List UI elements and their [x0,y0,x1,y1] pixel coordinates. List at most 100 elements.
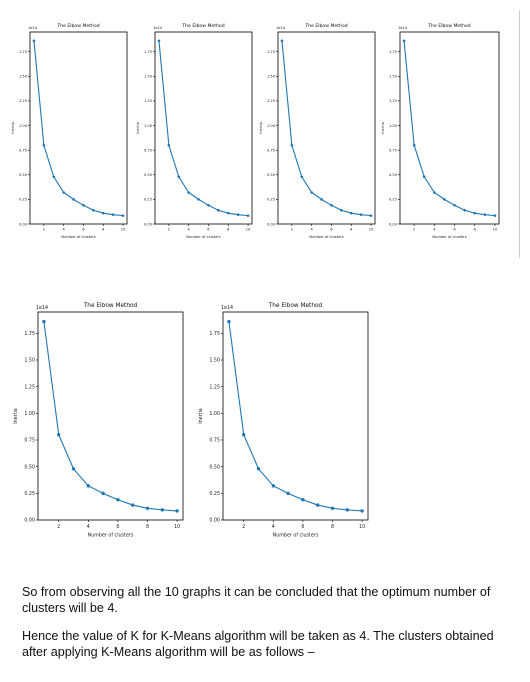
data-point [86,484,91,488]
x-tick-label: 2 [291,228,293,232]
chart-title: The Elbow Method [427,23,470,29]
y-tick-label: 1.00 [209,411,220,417]
y-tick-label: 0.75 [24,438,35,444]
y-tick-label: 1.00 [267,124,276,128]
data-point [246,214,250,217]
data-point [217,208,220,212]
elbow-chart-3: The Elbow Method 1e14 0.00 0.25 0.50 0.75 1.00… [258,12,380,252]
data-point [71,467,76,471]
x-axis-label: Number of clusters [88,533,134,539]
plot-frame [222,311,369,521]
series-line [33,40,124,217]
x-tick-label: 8 [227,228,230,232]
x-tick-label: 6 [207,228,210,232]
data-point [340,208,343,212]
chart-svg: The Elbow Method 1e14 0.00 0.25 0.50 0.75 1.00… [381,23,500,239]
y-tick-label: 0.00 [24,518,35,524]
data-point [32,39,36,43]
chart-svg: The Elbow Method 1e14 0.00 0.25 0.50 0.75 1.00… [198,303,369,539]
x-tick-label: 8 [350,228,353,232]
y-tick-label: 1.25 [144,99,152,103]
data-point [443,198,446,201]
y-tick-label: 0.25 [19,198,27,202]
data-point [290,143,294,147]
x-tick-label: 10 [359,524,365,530]
y-tick-label: 1.75 [24,331,35,337]
y-tick-label: 1.25 [267,99,275,103]
y-tick-label: 0.75 [389,148,397,152]
data-point [167,143,171,147]
y-axis-label: Inertia [13,408,19,424]
plot-frame [399,31,500,225]
y-tick-label: 0.00 [209,518,220,524]
y-tick-label: 1.00 [389,124,398,128]
elbow-chart-5: The Elbow Method 1e14 0.00 0.25 0.50 0.75 1.00… [5,290,188,548]
data-point [280,39,284,43]
plot-frame [154,31,253,225]
y-tick-label: 0.75 [267,148,275,152]
data-point [187,191,190,194]
y-multiplier-label: 1e14 [36,305,48,311]
y-tick-label: 1.25 [209,384,220,390]
data-point [62,191,65,194]
y-multiplier-label: 1e14 [276,26,286,30]
y-multiplier-label: 1e14 [153,26,163,30]
data-point [402,39,406,43]
chart-title: The Elbow Method [83,303,138,309]
y-tick-label: 0.75 [144,148,152,152]
y-tick-label: 1.00 [144,124,153,128]
x-tick-label: 4 [311,228,314,232]
series-line [281,40,372,217]
y-tick-label: 0.00 [19,222,28,226]
y-tick-label: 0.00 [389,222,398,226]
elbow-chart-1: The Elbow Method 1e14 0.00 0.25 0.50 0.75 1.00… [10,12,132,252]
data-point [360,509,364,513]
data-point [92,208,95,212]
data-point [42,143,46,147]
y-tick-label: 0.50 [144,173,153,177]
y-multiplier-label: 1e14 [28,26,38,30]
data-point [473,211,477,215]
data-point [286,491,290,496]
y-tick-label: 1.50 [144,75,153,79]
data-point [433,191,436,194]
data-point [369,214,373,217]
data-point [330,203,333,207]
x-tick-label: 4 [87,524,90,530]
chart-svg: The Elbow Method 1e14 0.00 0.25 0.50 0.75 1.00… [136,23,253,239]
data-point [412,143,416,147]
x-tick-label: 6 [453,228,456,232]
data-point [453,203,456,207]
x-tick-label: 10 [246,228,251,232]
data-point [330,506,335,510]
chart-svg: The Elbow Method 1e14 0.00 0.25 0.50 0.75 1.00… [11,23,128,239]
data-point [227,319,231,324]
chart-title: The Elbow Method [268,303,323,309]
conclusion-paragraph: So from observing all the 10 graphs it c… [22,585,491,615]
x-tick-label: 4 [63,228,66,232]
chart-svg: The Elbow Method 1e14 0.00 0.25 0.50 0.75 1.00… [13,303,184,539]
x-tick-label: 6 [116,524,119,530]
data-point [345,508,349,512]
x-tick-label: 2 [57,524,60,530]
series-line [228,321,363,512]
plot-frame [29,31,128,225]
data-point [111,213,115,216]
x-tick-label: 2 [43,228,45,232]
y-tick-label: 1.00 [19,124,28,128]
data-point [242,432,246,437]
x-axis-label: Number of clusters [186,235,220,239]
y-axis-label: Inertia [381,122,385,134]
y-tick-label: 0.00 [267,222,276,226]
x-tick-label: 10 [493,228,498,232]
plot-frame [277,31,376,225]
y-tick-label: 0.00 [144,222,153,226]
x-tick-label: 10 [121,228,126,232]
y-tick-label: 1.75 [389,50,397,54]
data-point [157,39,161,43]
data-point [315,503,320,507]
y-tick-label: 0.50 [209,464,220,470]
plot-frame [37,311,184,521]
k-value-paragraph: Hence the value of K for K-Means algorit… [22,629,494,659]
data-point [422,175,426,179]
